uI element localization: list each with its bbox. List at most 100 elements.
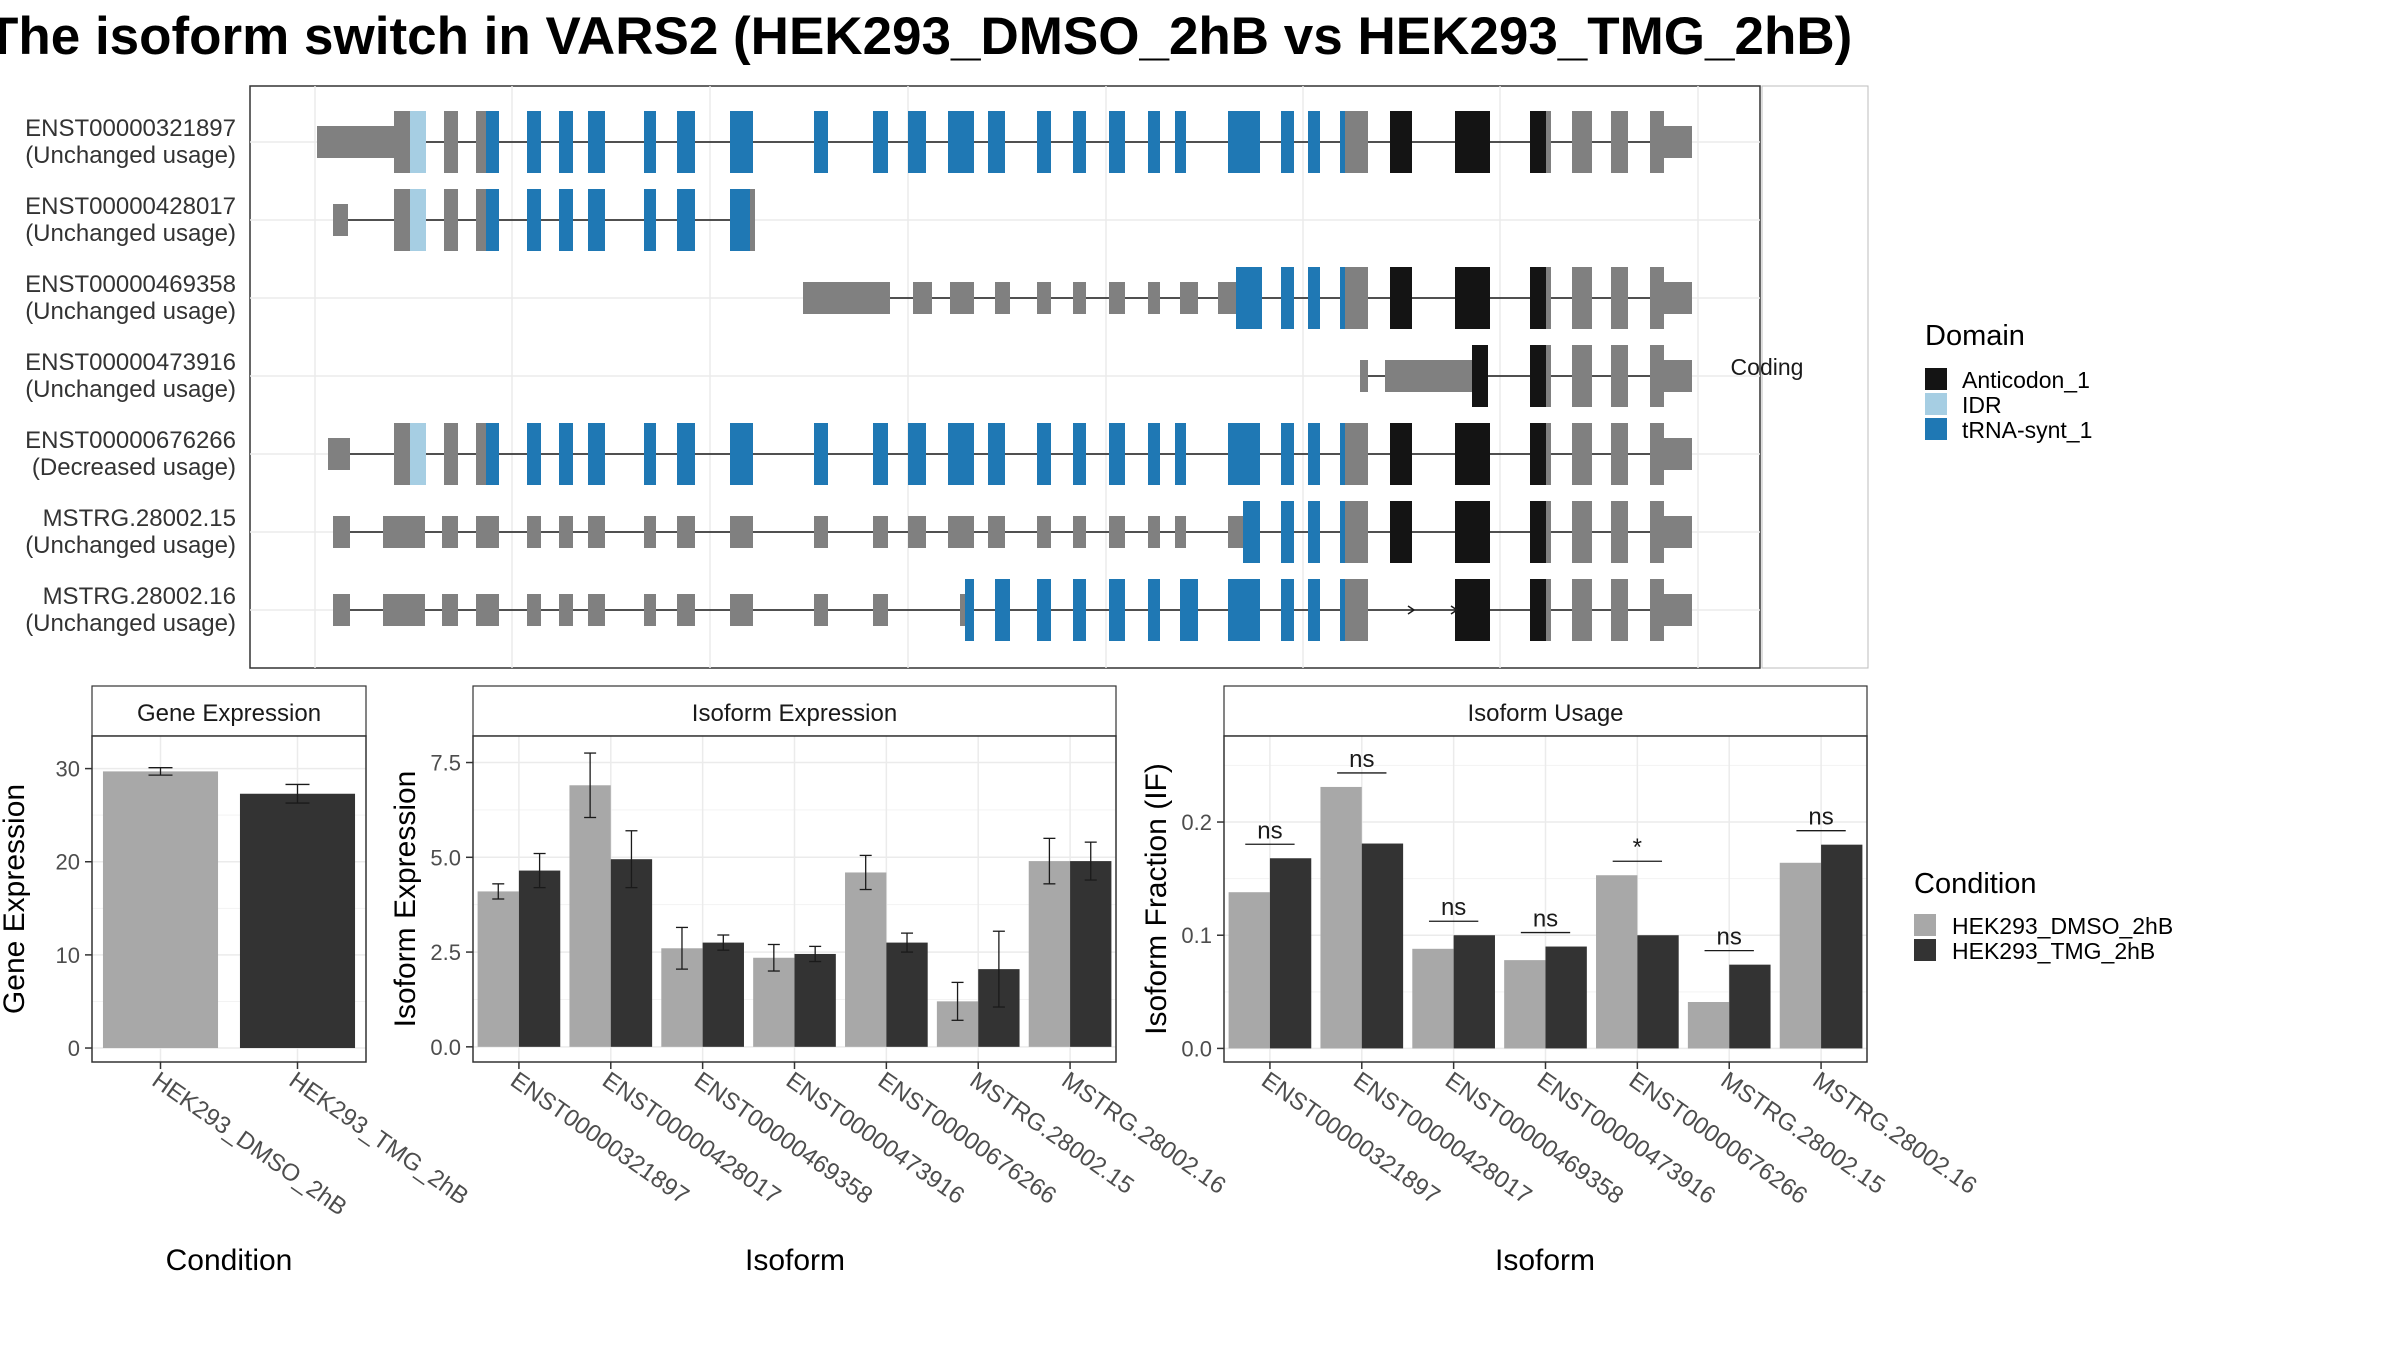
exon-block <box>444 111 458 173</box>
intron-direction-arrow <box>1450 605 1459 615</box>
exon-block <box>1664 360 1692 392</box>
exon-block <box>410 423 426 485</box>
exon-block <box>1472 345 1488 407</box>
exon-block <box>394 111 410 173</box>
exon-block <box>1073 111 1086 173</box>
exon-block <box>1228 516 1243 548</box>
exon-block <box>1530 267 1546 329</box>
exon-block <box>995 282 1010 314</box>
exon-block <box>476 516 499 548</box>
exon-block <box>1572 267 1592 329</box>
significance-label: ns <box>1441 894 1466 921</box>
exon-block <box>1546 579 1551 641</box>
exon-block <box>1281 501 1294 563</box>
exon-block <box>1037 423 1051 485</box>
significance-label: ns <box>1717 924 1742 951</box>
exon-block <box>1073 579 1086 641</box>
exon-block <box>1546 111 1551 173</box>
y-tick-label: 10 <box>56 943 80 968</box>
exon-block <box>328 438 350 470</box>
expression-charts: Gene Expression0102030HEK293_DMSO_2hBHEK… <box>0 685 1982 1277</box>
exon-block <box>559 189 573 251</box>
exon-block <box>873 516 888 548</box>
chart-title: Isoform Expression <box>692 700 897 727</box>
bar <box>239 793 356 1049</box>
transcript-model <box>1360 345 1692 407</box>
y-tick-label: 0.0 <box>430 1035 461 1060</box>
exon-block <box>1109 282 1125 314</box>
legend-swatch-idr <box>1925 393 1947 415</box>
exon-block <box>730 594 753 626</box>
exon-block <box>948 111 974 173</box>
y-axis-title: Isoform Fraction (IF) <box>1140 763 1173 1035</box>
exon-block <box>1180 282 1198 314</box>
exon-block <box>1281 111 1294 173</box>
exon-block <box>814 594 828 626</box>
exon-block <box>1148 282 1160 314</box>
exon-block <box>442 516 458 548</box>
significance-label: ns <box>1257 817 1282 844</box>
transcript-id-label: ENST00000321897 <box>25 115 236 142</box>
exon-block <box>814 423 828 485</box>
exon-block <box>476 111 486 173</box>
exon-block <box>873 594 888 626</box>
exon-block <box>1664 594 1692 626</box>
exon-block <box>1611 501 1628 563</box>
exon-block <box>1546 345 1551 407</box>
exon-block <box>1037 282 1051 314</box>
exon-block <box>1148 111 1160 173</box>
exon-block <box>527 423 541 485</box>
bar <box>702 942 744 1047</box>
exon-block <box>1572 501 1592 563</box>
bar <box>1637 935 1679 1049</box>
exon-block <box>1340 579 1345 641</box>
exon-block <box>1340 111 1345 173</box>
exon-block <box>1037 579 1051 641</box>
x-tick-label: MSTRG.28002.15 <box>1716 1067 1890 1200</box>
transcript-usage-label: (Unchanged usage) <box>25 142 236 169</box>
exon-block <box>1281 423 1294 485</box>
y-tick-label: 20 <box>56 850 80 875</box>
y-tick-label: 30 <box>56 757 80 782</box>
transcript-usage-label: (Unchanged usage) <box>25 610 236 637</box>
exon-block <box>1148 579 1160 641</box>
exon-block <box>908 111 926 173</box>
exon-block <box>1243 501 1260 563</box>
transcript-model <box>803 267 1692 329</box>
exon-block <box>410 111 426 173</box>
bar <box>102 771 219 1049</box>
bar <box>1269 858 1312 1049</box>
exon-block <box>1546 267 1551 329</box>
legend-label-tmg: HEK293_TMG_2hB <box>1952 938 2155 964</box>
transcript-id-label: ENST00000469358 <box>25 271 236 298</box>
bar <box>753 957 795 1047</box>
exon-block <box>908 516 926 548</box>
exon-block <box>1664 126 1692 158</box>
exon-block <box>1281 579 1294 641</box>
plot-frame <box>91 735 367 1063</box>
bar <box>1228 892 1270 1049</box>
bar <box>1504 960 1546 1049</box>
exon-block <box>333 204 348 236</box>
exon-block <box>588 594 605 626</box>
exon-block <box>1073 423 1086 485</box>
y-tick-label: 0.1 <box>1181 923 1212 948</box>
exon-block <box>1340 267 1345 329</box>
exon-block <box>677 516 695 548</box>
exon-block <box>588 516 605 548</box>
transcript-usage-label: (Unchanged usage) <box>25 220 236 247</box>
exon-block <box>1109 423 1125 485</box>
chart-title: Isoform Usage <box>1467 700 1623 727</box>
exon-block <box>410 189 426 251</box>
strip-coding: Coding <box>1731 354 1804 380</box>
y-tick-label: 7.5 <box>430 751 461 776</box>
exon-block <box>1530 345 1546 407</box>
exon-block <box>1611 111 1628 173</box>
exon-block <box>913 282 932 314</box>
legend-swatch-dmso <box>1914 914 1936 936</box>
bar <box>845 872 887 1047</box>
y-axis-title: Isoform Expression <box>389 771 422 1028</box>
significance-label: ns <box>1808 804 1833 831</box>
exon-block <box>1650 267 1664 329</box>
exon-block <box>1345 267 1368 329</box>
